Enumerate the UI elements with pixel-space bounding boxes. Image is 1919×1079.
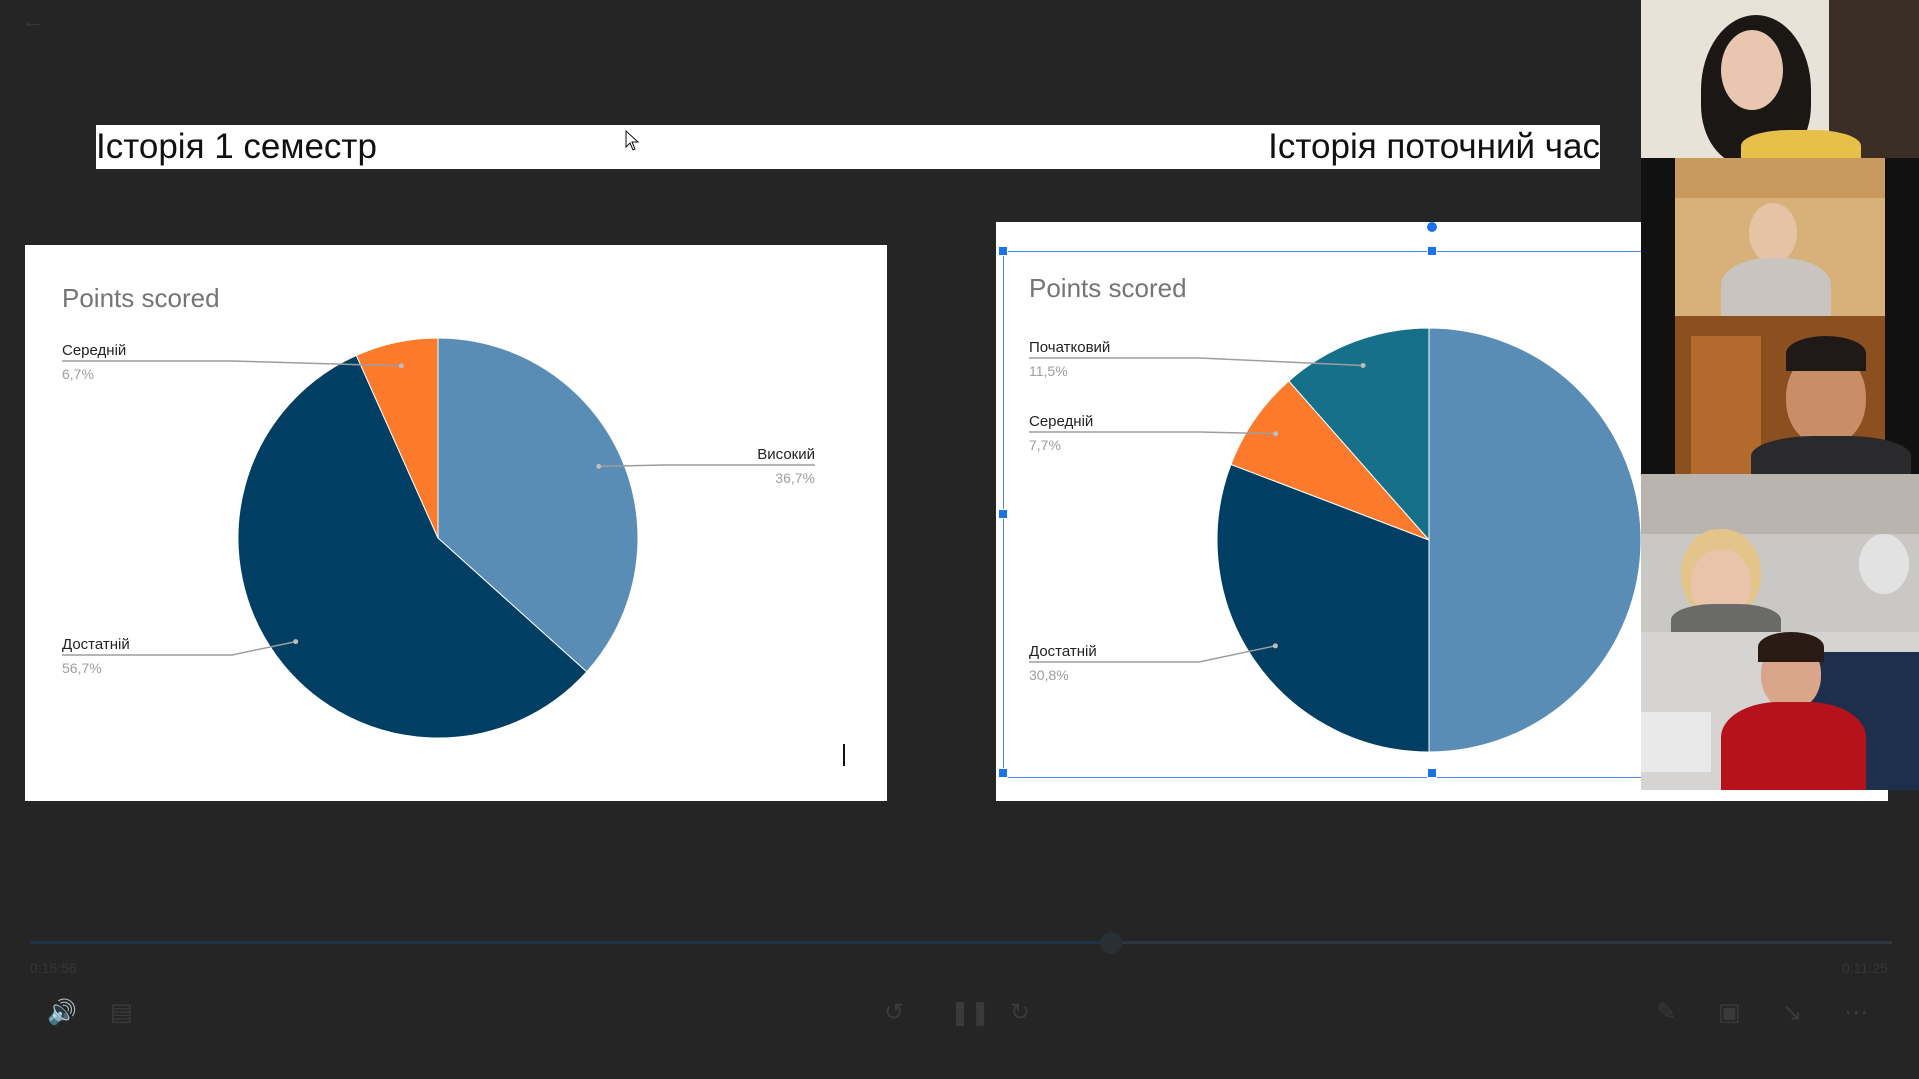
leader-line xyxy=(62,640,296,656)
slide-title-bar: Історія 1 семестр Історія поточний час xyxy=(96,125,1600,169)
pause-icon[interactable]: ❚❚ xyxy=(950,998,991,1026)
pie-slice xyxy=(1288,327,1430,542)
leader-line xyxy=(1029,357,1364,367)
slide-title-left: Історія 1 семестр xyxy=(96,127,377,166)
slice-percent-label: 6,7% xyxy=(62,366,94,382)
pen-icon[interactable]: ✎ xyxy=(1656,998,1677,1026)
leader-line xyxy=(1029,431,1276,435)
pie-slice xyxy=(1230,380,1430,541)
mouse-cursor-icon xyxy=(625,130,640,151)
slice-label: Початковий xyxy=(1029,339,1110,356)
progress-fill xyxy=(30,941,1111,944)
leader-line xyxy=(62,360,402,367)
leader-dot xyxy=(1272,643,1278,649)
participant-video-2[interactable] xyxy=(1641,158,1919,316)
slice-label: Достатній xyxy=(62,636,130,653)
leader-dot xyxy=(398,363,404,369)
pie-chart-semester: Points scored Високий 36,7% Достатній 56,7% С… xyxy=(62,283,815,739)
slice-percent-label: 56,7% xyxy=(62,660,102,676)
slice-label: Достатній xyxy=(1029,643,1097,660)
slice-label: Середній xyxy=(1029,413,1093,430)
slice-percent-label: 7,7% xyxy=(1029,437,1061,453)
participant-video-3[interactable] xyxy=(1641,316,1919,474)
slide-title-right: Історія поточний час xyxy=(1268,127,1600,166)
pie-slice xyxy=(355,337,439,539)
elapsed-time: 0:15:56 xyxy=(30,960,77,976)
leader-line xyxy=(598,464,815,468)
leader-dot xyxy=(1273,431,1279,437)
participant-video-1[interactable] xyxy=(1641,0,1919,158)
pie-chart-current: Points scored Достатній 30,8% Середній 7,7% П… xyxy=(1029,273,1642,753)
captions-icon[interactable]: ▤ xyxy=(110,998,133,1026)
minimize-icon[interactable]: ↘ xyxy=(1782,998,1803,1026)
chart-title: Points scored xyxy=(1029,273,1187,303)
slice-percent-label: 30,8% xyxy=(1029,667,1069,683)
leader-line xyxy=(1029,645,1276,663)
volume-icon[interactable]: 🔊 xyxy=(47,998,77,1026)
chart-title: Points scored xyxy=(62,283,220,313)
leader-dot xyxy=(596,463,602,469)
participant-video-5[interactable] xyxy=(1641,632,1919,790)
slice-label: Середній xyxy=(62,342,126,359)
progress-knob[interactable] xyxy=(1100,932,1122,954)
back-arrow-icon[interactable]: ← xyxy=(22,8,44,33)
leader-dot xyxy=(1360,362,1366,368)
participant-video-4[interactable] xyxy=(1641,474,1919,632)
slice-percent-label: 11,5% xyxy=(1029,363,1068,379)
leader-dot xyxy=(293,639,299,645)
pie-slice xyxy=(437,337,639,673)
remaining-time: 0:11:25 xyxy=(1842,960,1888,976)
rewind-10-icon[interactable]: ↺ xyxy=(884,998,905,1026)
more-icon[interactable]: ⋯ xyxy=(1844,998,1868,1026)
slice-percent-label: 36,7% xyxy=(775,470,815,486)
pie-slice xyxy=(237,354,588,739)
pie-slice xyxy=(1216,463,1430,753)
slice-label: Високий xyxy=(757,446,815,463)
forward-30-icon[interactable]: ↻ xyxy=(1010,998,1031,1026)
text-cursor xyxy=(843,744,845,766)
picture-in-picture-icon[interactable]: ▣ xyxy=(1718,998,1741,1026)
chart-panel-semester[interactable]: Points scored Високий 36,7% Достатній 56,7% С… xyxy=(25,245,887,801)
pie-slice xyxy=(1428,327,1642,753)
